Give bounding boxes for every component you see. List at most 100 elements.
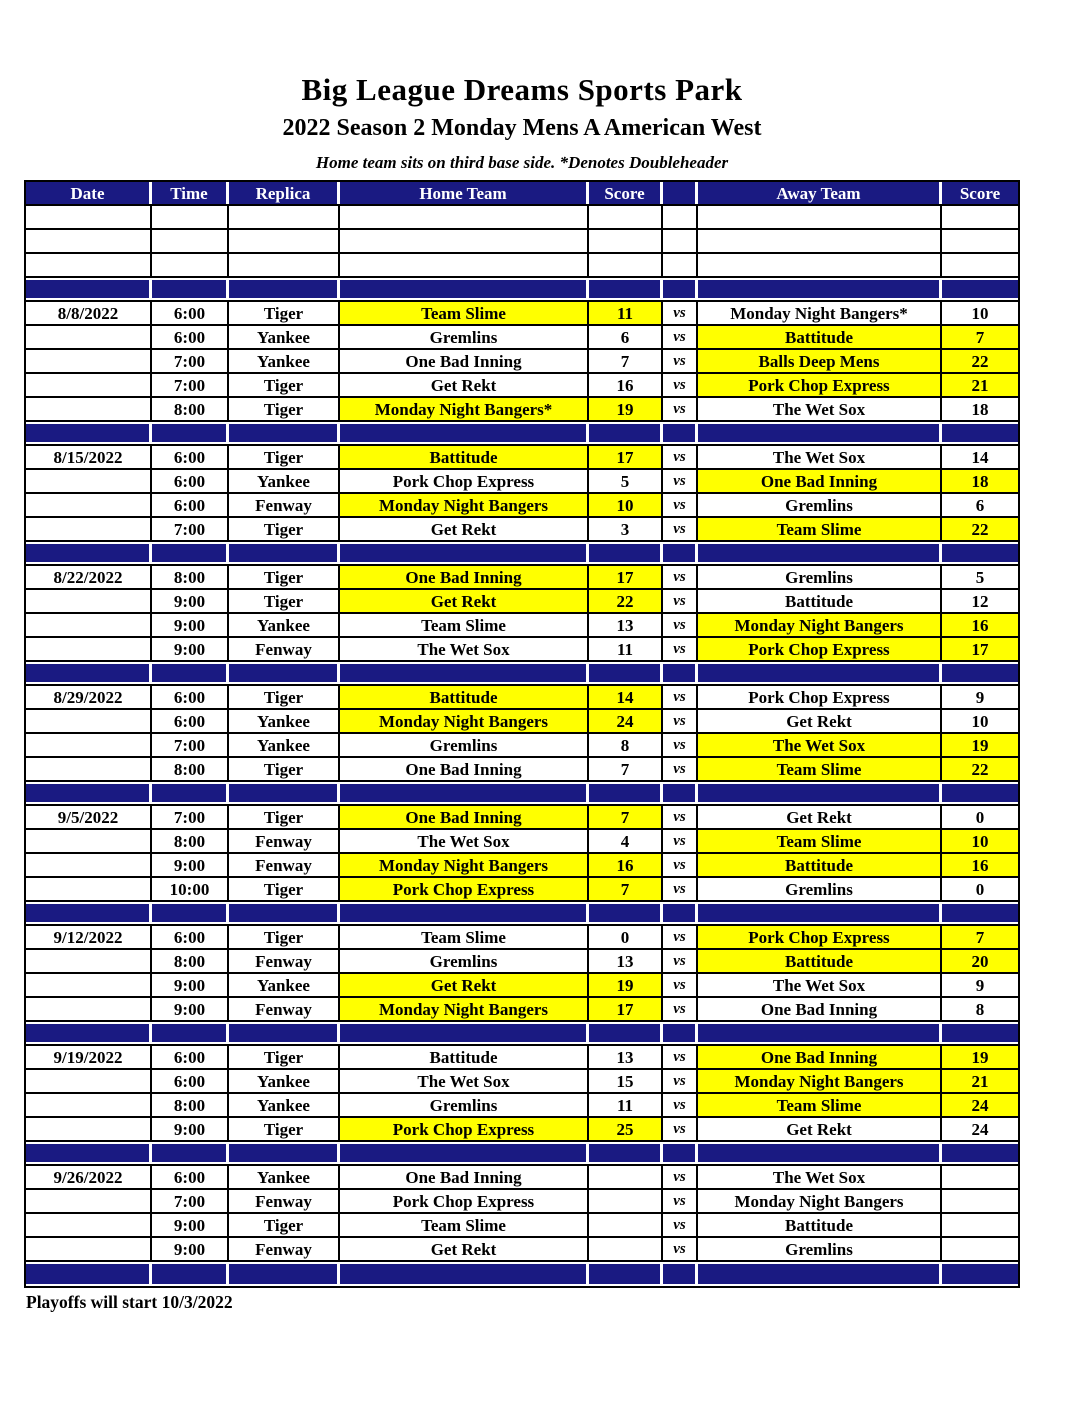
game-row: 8:00 Tiger Monday Night Bangers* 19 vs The We… [26, 398, 1018, 422]
home-score-cell [589, 254, 663, 276]
vs-cell: vs [663, 326, 698, 348]
empty-row [26, 206, 1018, 230]
away-team-cell: The Wet Sox [698, 398, 942, 420]
date-cell [26, 878, 152, 900]
away-team-cell: Get Rekt [698, 1118, 942, 1140]
replica-cell: Fenway [229, 950, 340, 972]
section-divider-row [26, 1022, 1018, 1046]
home-score-cell: 19 [589, 398, 663, 420]
vs-cell: vs [663, 806, 698, 828]
vs-cell [663, 280, 698, 298]
vs-cell: vs [663, 590, 698, 612]
away-team-cell: Balls Deep Mens [698, 350, 942, 372]
home-team-cell [340, 254, 589, 276]
home-team-cell: The Wet Sox [340, 830, 589, 852]
away-team-cell: One Bad Inning [698, 998, 942, 1020]
home-score-cell [589, 230, 663, 252]
date-cell [26, 1118, 152, 1140]
away-score-cell: 10 [971, 711, 989, 731]
home-team-cell: Gremlins [340, 950, 589, 972]
date-cell [26, 230, 152, 252]
replica-cell: Tiger [229, 926, 340, 948]
date-cell [26, 280, 152, 298]
replica-cell: Tiger [229, 590, 340, 612]
away-score-cell [942, 280, 1018, 298]
away-score-cell [942, 1190, 1018, 1212]
away-score-cell: 0 [975, 807, 985, 827]
home-team-cell: One Bad Inning [340, 566, 589, 588]
away-team-cell: Team Slime [698, 830, 942, 852]
home-team-cell [340, 1144, 589, 1162]
home-team-cell: One Bad Inning [340, 758, 589, 780]
game-row: 8:00 Yankee Gremlins 11 vs Team Slime 24 [26, 1094, 1018, 1118]
date-cell [26, 1214, 152, 1236]
time-cell [152, 1144, 229, 1162]
away-score-cell [942, 1144, 1018, 1162]
away-score-cell [942, 664, 1018, 682]
game-row: 8/22/2022 8:00 Tiger One Bad Inning 17 vs Grem… [26, 566, 1018, 590]
replica-cell [229, 544, 340, 562]
replica-cell: Tiger [229, 518, 340, 540]
home-team-cell: Get Rekt [340, 590, 589, 612]
game-row: 9/12/2022 6:00 Tiger Team Slime 0 vs Pork Chop… [26, 926, 1018, 950]
vs-cell: vs [663, 1094, 698, 1116]
time-cell: 6:00 [152, 470, 229, 492]
time-cell [152, 424, 229, 442]
away-team-cell: Monday Night Bangers [698, 1070, 942, 1092]
home-team-cell: Gremlins [340, 1094, 589, 1116]
home-team-cell: Team Slime [340, 926, 589, 948]
vs-cell: vs [663, 374, 698, 396]
away-team-cell: Get Rekt [698, 806, 942, 828]
away-score-cell: 21 [942, 1070, 1018, 1092]
away-team-cell [698, 664, 942, 682]
away-score-cell: 21 [942, 374, 1018, 396]
home-score-cell: 7 [589, 758, 663, 780]
date-cell [26, 614, 152, 636]
home-team-cell: The Wet Sox [340, 1070, 589, 1092]
vs-cell: vs [663, 1046, 698, 1068]
home-team-cell: One Bad Inning [340, 806, 589, 828]
home-score-cell: 13 [589, 950, 663, 972]
game-row: 10:00 Tiger Pork Chop Express 7 vs Gremlins 0 [26, 878, 1018, 902]
away-score-cell: 22 [942, 350, 1018, 372]
vs-cell: vs [663, 494, 698, 516]
home-score-cell: 0 [589, 926, 663, 948]
home-score-cell [589, 664, 663, 682]
away-team-cell: Team Slime [698, 758, 942, 780]
home-score-cell: 11 [589, 638, 663, 660]
playoffs-note: Playoffs will start 10/3/2022 [26, 1292, 233, 1312]
game-row: 7:00 Yankee Gremlins 8 vs The Wet Sox 19 [26, 734, 1018, 758]
vs-cell [663, 904, 698, 922]
date-cell [26, 374, 152, 396]
date-cell [26, 1144, 152, 1162]
replica-cell: Tiger [229, 758, 340, 780]
vs-cell: vs [663, 398, 698, 420]
away-team-cell: Battitude [698, 950, 942, 972]
time-cell: 7:00 [152, 1190, 229, 1212]
date-cell [26, 758, 152, 780]
home-score-cell [589, 1264, 663, 1284]
vs-cell: vs [663, 614, 698, 636]
replica-cell: Tiger [229, 374, 340, 396]
home-team-cell [340, 280, 589, 298]
vs-cell: vs [663, 1190, 698, 1212]
replica-cell [229, 206, 340, 228]
vs-cell [663, 230, 698, 252]
away-score-cell [942, 254, 1018, 276]
time-cell: 7:00 [152, 518, 229, 540]
away-team-cell: Pork Chop Express [698, 926, 942, 948]
replica-cell [229, 1024, 340, 1042]
away-team-cell: Monday Night Bangers [698, 1190, 942, 1212]
date-cell [26, 974, 152, 996]
time-cell: 6:00 [152, 710, 229, 732]
game-row: 8/15/2022 6:00 Tiger Battitude 17 vs The Wet S… [26, 446, 1018, 470]
date-cell [26, 1024, 152, 1042]
home-team-cell: Monday Night Bangers [340, 998, 589, 1020]
date-cell: 9/5/2022 [26, 806, 152, 828]
time-cell [152, 784, 229, 802]
away-team-cell: Battitude [698, 854, 942, 876]
away-score-cell: 14 [971, 447, 989, 467]
time-cell: 9:00 [152, 638, 229, 660]
empty-row [26, 230, 1018, 254]
